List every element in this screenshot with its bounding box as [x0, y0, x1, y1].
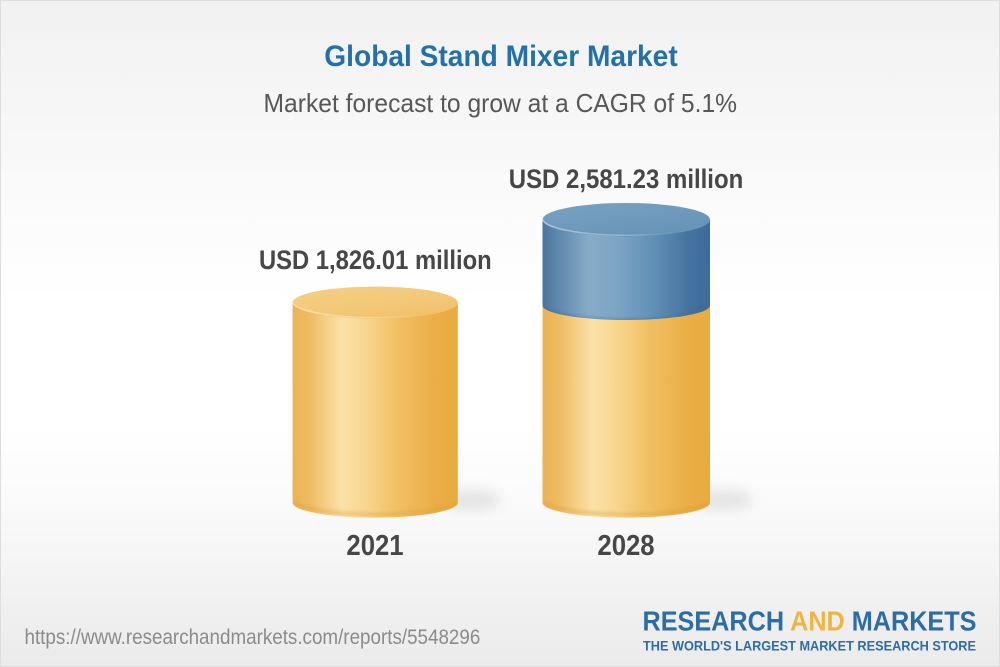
- svg-text:USD 2,581.23 million: USD 2,581.23 million: [509, 164, 744, 194]
- svg-text:Market forecast to grow at a C: Market forecast to grow at a CAGR of 5.1…: [264, 88, 738, 118]
- svg-text:https://www.researchandmarkets: https://www.researchandmarkets.com/repor…: [25, 626, 481, 649]
- svg-text:RESEARCH AND MARKETS: RESEARCH AND MARKETS: [643, 606, 977, 637]
- svg-text:USD 1,826.01 million: USD 1,826.01 million: [259, 245, 492, 275]
- svg-text:2021: 2021: [346, 530, 403, 562]
- svg-text:Global Stand Mixer Market: Global Stand Mixer Market: [324, 40, 677, 73]
- svg-text:2028: 2028: [597, 530, 654, 562]
- svg-text:THE WORLD'S LARGEST MARKET RES: THE WORLD'S LARGEST MARKET RESEARCH STOR…: [643, 639, 976, 654]
